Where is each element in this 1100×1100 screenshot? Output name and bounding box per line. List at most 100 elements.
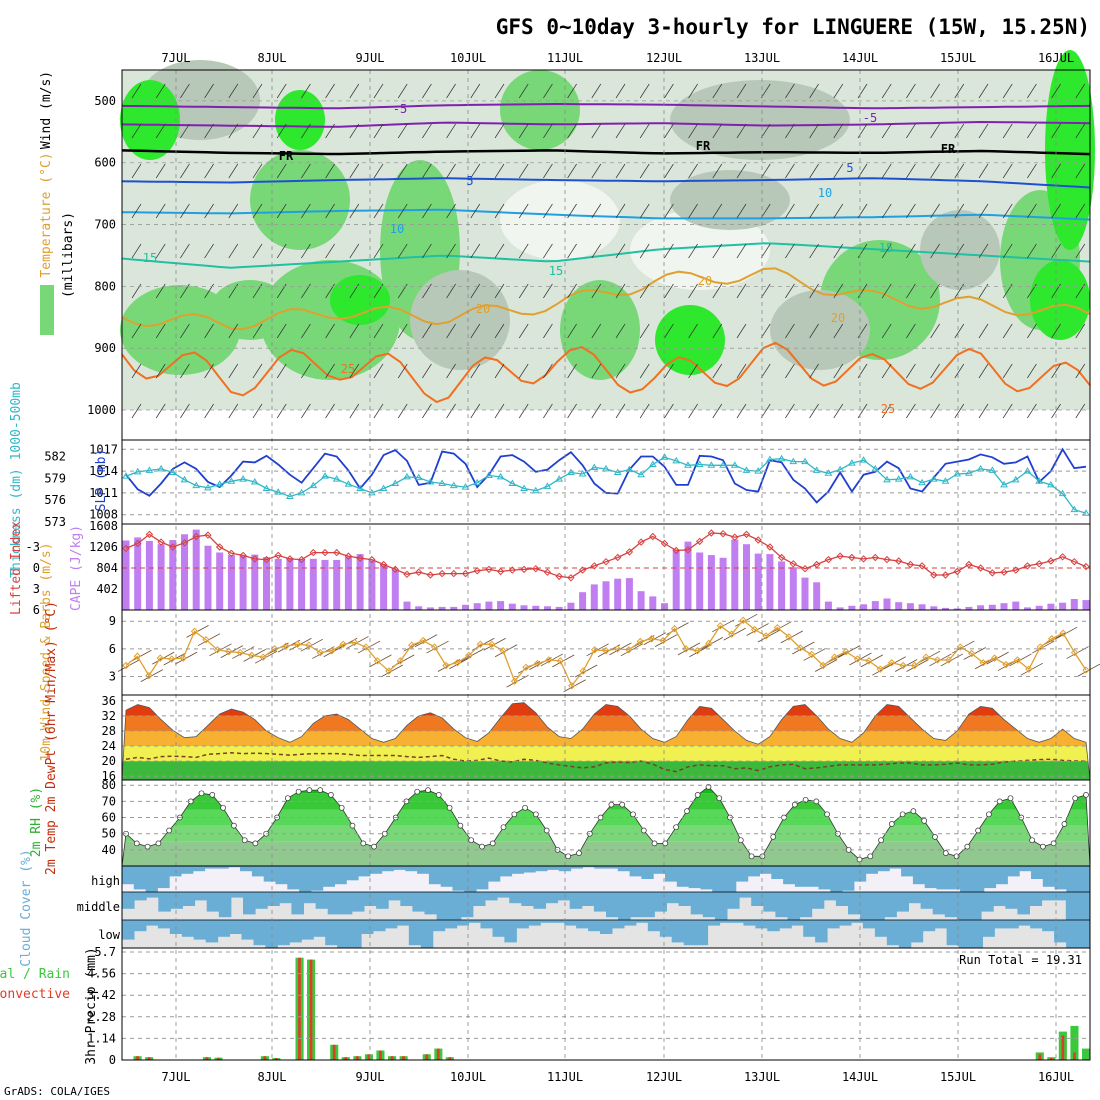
thickness-point xyxy=(859,456,868,463)
wind-barb xyxy=(397,163,408,179)
wind-barb xyxy=(228,323,239,339)
rh-axis-label: 2m RH (%) xyxy=(29,787,44,857)
cloud-cover-bar xyxy=(253,920,266,946)
wind-barb xyxy=(881,403,892,419)
date-label-bottom: 10JUL xyxy=(450,1070,486,1084)
cape-bar xyxy=(1070,599,1078,610)
cloud-cover-bar xyxy=(540,920,553,923)
cloud-cover-bar xyxy=(569,892,583,909)
contour-label: 20 xyxy=(831,311,845,325)
wind-barb xyxy=(228,83,239,99)
thickness-point xyxy=(414,473,423,481)
wind-speed-point xyxy=(716,622,724,630)
thickness-point xyxy=(391,479,400,486)
wind-speed-point xyxy=(510,677,519,685)
rh-point xyxy=(640,827,647,834)
li-point xyxy=(403,570,411,579)
rh-point xyxy=(425,787,431,793)
temp-outline xyxy=(121,702,1091,781)
precip-convective-bar xyxy=(332,1044,336,1060)
precip-convective-bar xyxy=(205,1057,209,1060)
cloud-cover-bar xyxy=(712,866,725,892)
rh-point xyxy=(867,853,874,860)
thickness-point xyxy=(625,465,634,473)
cape-bar xyxy=(520,605,528,610)
rh-legend-swatch xyxy=(40,285,54,335)
rh-point xyxy=(1007,795,1014,802)
wind-barb xyxy=(276,163,287,179)
precip-tick-label: 5.7 xyxy=(94,945,116,959)
thickness-point xyxy=(157,464,166,472)
rh-point xyxy=(1040,843,1046,850)
wind-barb xyxy=(954,83,965,99)
cloud-cover-bar xyxy=(898,920,912,948)
rh-patch xyxy=(500,70,580,150)
cloud-cover-bar xyxy=(842,866,855,891)
cloud-cover-bar xyxy=(993,892,1006,906)
cloud-cover-bar xyxy=(229,920,243,934)
wind-barb xyxy=(567,123,577,139)
cloud-level-label: high xyxy=(91,874,120,888)
rh-point xyxy=(231,822,237,829)
cloud-cover-bar xyxy=(241,920,254,940)
rh-point xyxy=(921,817,928,824)
rh-patch xyxy=(670,80,850,160)
cloud-cover-bar xyxy=(279,892,292,904)
cloud-cover-bar xyxy=(983,866,997,889)
thickness-point xyxy=(286,492,294,500)
wind-barb xyxy=(567,243,577,259)
slp-line xyxy=(125,447,1087,504)
contour-label: 25 xyxy=(341,362,355,376)
rh-patch xyxy=(1045,50,1095,250)
li-axis-label: Lifted Index xyxy=(9,521,24,615)
wind-barb xyxy=(470,283,481,299)
wind-barb xyxy=(978,123,989,139)
cloud-cover-bar xyxy=(830,866,843,892)
cloud-cover-bar xyxy=(1031,866,1044,879)
wind-barb xyxy=(785,83,795,99)
wind-barb xyxy=(639,243,650,259)
wind-barb xyxy=(615,363,626,379)
wind-barb xyxy=(1027,403,1037,419)
li-point xyxy=(438,569,446,578)
wind-barb xyxy=(470,163,481,179)
cloud-cover-bar xyxy=(827,920,840,929)
cape-bar xyxy=(860,604,868,610)
li-point xyxy=(695,537,704,546)
wind-speed-point xyxy=(1082,666,1090,674)
li-point xyxy=(262,555,271,564)
wind-barb xyxy=(252,363,263,379)
precip-convective-bar xyxy=(1061,1035,1065,1060)
cloud-cover-bar xyxy=(1006,920,1019,929)
wind-barb xyxy=(228,203,239,219)
cape-bar xyxy=(462,604,469,610)
wind-barb xyxy=(639,403,650,419)
wind-speed-point xyxy=(705,639,713,648)
wind-speed-point xyxy=(1059,629,1067,637)
wind-barb xyxy=(1027,323,1037,339)
cape-bar xyxy=(707,555,715,610)
wind-barb xyxy=(567,163,577,179)
wind-barb xyxy=(325,123,335,139)
wind-barb xyxy=(664,283,674,299)
li-point xyxy=(859,555,868,563)
wind-barb xyxy=(543,403,553,419)
thickness-point xyxy=(520,484,528,492)
thickness-point xyxy=(953,470,962,477)
thickness-tick-label: 576 xyxy=(44,493,66,507)
cloud-cover-bar xyxy=(557,892,571,901)
wind-barb xyxy=(543,363,553,379)
contour-label: 20 xyxy=(476,302,490,316)
wind-barb xyxy=(833,83,844,99)
cape-bar xyxy=(251,554,259,610)
wind-barb xyxy=(276,83,287,99)
li-point xyxy=(777,553,786,562)
wind-barb xyxy=(857,403,868,419)
cloud-cover-bar xyxy=(325,920,338,946)
wind-barb xyxy=(470,243,481,259)
wind-tick-label: 6 xyxy=(109,642,116,656)
date-label-bottom: 7JUL xyxy=(162,1070,191,1084)
cape-bar xyxy=(380,564,388,610)
cape-bar xyxy=(625,578,633,610)
cloud-cover-bar xyxy=(700,866,713,890)
